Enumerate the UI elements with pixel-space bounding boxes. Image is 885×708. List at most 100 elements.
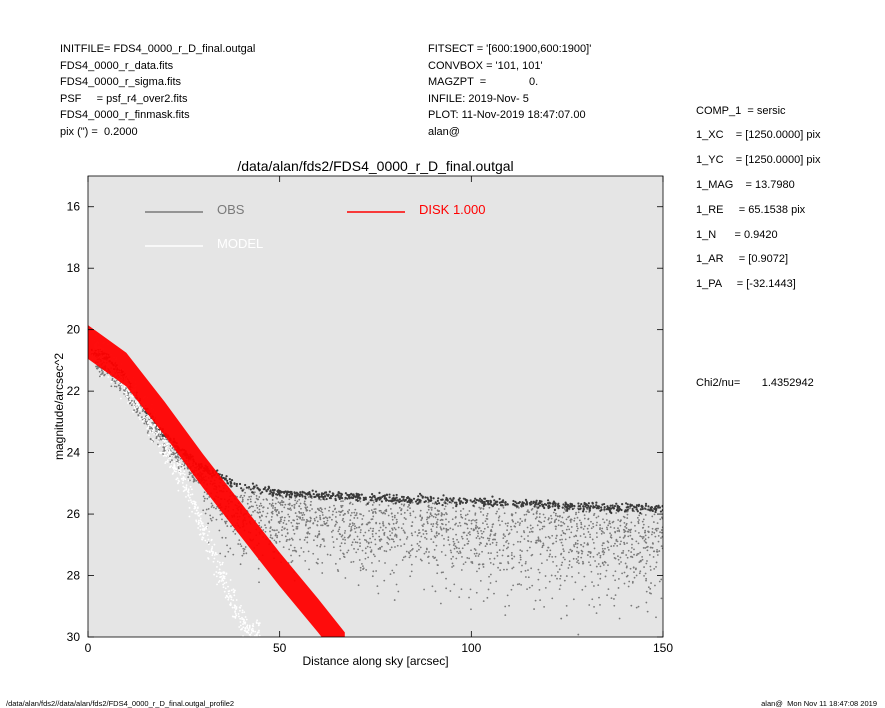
obs-point <box>607 564 609 567</box>
obs-point <box>398 498 401 501</box>
obs-point <box>411 548 413 551</box>
obs-point <box>341 504 344 507</box>
model-point <box>250 642 252 644</box>
obs-point <box>378 535 381 538</box>
obs-point <box>300 507 302 510</box>
obs-point <box>353 522 356 525</box>
obs-point <box>366 545 369 548</box>
obs-point <box>445 531 448 533</box>
obs-point <box>636 553 639 555</box>
obs-point <box>562 503 565 506</box>
obs-point <box>535 501 538 504</box>
obs-point <box>342 517 345 520</box>
obs-point <box>324 495 327 498</box>
obs-point <box>591 538 594 541</box>
obs-point <box>524 562 527 565</box>
obs-point <box>404 518 407 520</box>
obs-point <box>616 540 619 543</box>
obs-point <box>366 540 368 543</box>
obs-point <box>546 499 550 502</box>
obs-point <box>644 514 647 516</box>
obs-point <box>282 522 285 524</box>
obs-point <box>316 562 319 565</box>
obs-point <box>644 502 648 506</box>
model-point <box>146 427 149 430</box>
model-point <box>224 587 227 590</box>
obs-point <box>238 482 242 486</box>
obs-point <box>375 532 377 535</box>
obs-point <box>487 588 490 591</box>
obs-point <box>560 552 563 555</box>
model-point <box>242 626 245 629</box>
obs-point <box>434 516 437 519</box>
obs-point <box>110 385 113 388</box>
model-point <box>153 423 156 426</box>
model-point <box>212 560 215 563</box>
obs-point <box>586 542 589 545</box>
obs-point <box>660 529 663 531</box>
obs-point <box>319 514 321 517</box>
obs-point <box>130 404 133 407</box>
obs-point <box>593 512 596 515</box>
obs-point <box>393 516 396 519</box>
obs-point <box>374 543 377 546</box>
model-point <box>247 632 250 634</box>
obs-point <box>435 559 438 562</box>
obs-point <box>350 561 353 564</box>
obs-point <box>593 605 595 608</box>
obs-point <box>635 508 638 511</box>
obs-point <box>400 527 403 530</box>
obs-point <box>442 494 445 497</box>
obs-point <box>430 538 433 540</box>
obs-point <box>306 536 309 539</box>
obs-point <box>476 570 478 573</box>
obs-point <box>225 475 228 478</box>
obs-point <box>267 507 269 510</box>
obs-point <box>170 453 173 456</box>
obs-point <box>432 541 435 544</box>
x-axis-label: Distance along sky [arcsec] <box>302 654 448 668</box>
obs-point <box>524 503 528 506</box>
obs-point <box>599 565 602 568</box>
obs-point <box>502 549 505 552</box>
obs-point <box>250 505 253 508</box>
model-point <box>257 645 259 647</box>
obs-point <box>478 543 481 546</box>
obs-point <box>556 505 560 508</box>
obs-point <box>466 523 469 526</box>
obs-point <box>472 504 475 507</box>
obs-point <box>601 544 604 547</box>
obs-point <box>577 502 580 505</box>
obs-point <box>648 509 651 512</box>
obs-point <box>588 524 591 527</box>
obs-point <box>645 577 648 580</box>
obs-point <box>356 499 359 503</box>
obs-point <box>402 523 405 525</box>
obs-point <box>311 489 314 492</box>
obs-point <box>597 584 600 587</box>
header-mid-line-1: FITSECT = '[600:1900,600:1900]' <box>428 43 592 55</box>
obs-point <box>617 555 619 558</box>
obs-point <box>510 588 513 591</box>
obs-point <box>649 587 652 590</box>
y-tick-label: 18 <box>67 261 81 275</box>
obs-point <box>585 506 589 509</box>
model-point <box>211 552 214 555</box>
obs-point <box>358 538 361 541</box>
obs-point <box>409 514 412 517</box>
obs-point <box>405 550 408 553</box>
obs-point <box>481 532 483 535</box>
obs-point <box>556 577 558 580</box>
obs-point <box>339 549 342 552</box>
obs-point <box>564 532 567 535</box>
obs-point <box>272 505 275 507</box>
obs-point <box>396 499 399 502</box>
obs-point <box>517 521 519 524</box>
obs-point <box>606 540 609 543</box>
model-point <box>134 407 137 410</box>
model-point <box>163 440 166 443</box>
model-point <box>181 464 183 467</box>
obs-point <box>317 558 319 561</box>
obs-point <box>443 544 445 547</box>
obs-point <box>590 527 593 530</box>
